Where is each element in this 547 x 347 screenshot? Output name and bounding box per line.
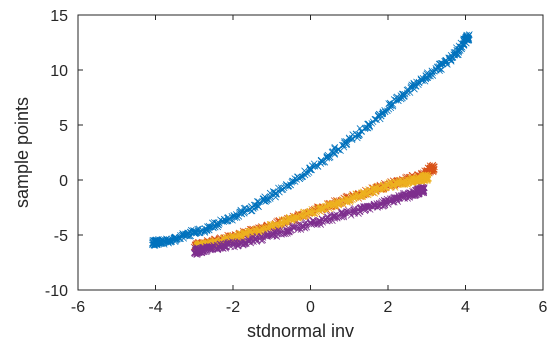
series-3 <box>190 183 428 258</box>
y-axis-label: sample points <box>12 97 32 208</box>
x-tick-label: -2 <box>226 299 240 316</box>
series-layer <box>149 31 473 258</box>
y-tick-label: 10 <box>50 63 68 80</box>
series-2-marker <box>394 181 401 188</box>
series-2-marker <box>234 230 242 238</box>
series-2-marker <box>349 196 356 204</box>
x-tick-label: -6 <box>71 299 85 316</box>
y-tick-label: 15 <box>50 8 68 25</box>
series-2-marker <box>358 189 365 196</box>
x-tick-label: 2 <box>384 299 393 316</box>
series-0-marker <box>174 235 181 243</box>
y-tick-label: -5 <box>54 228 68 245</box>
series-1-marker <box>429 163 436 170</box>
plot-area <box>78 15 543 290</box>
series-0-marker <box>374 111 382 119</box>
ticks-layer: -6 -4 -2 0 2 4 6 -10 -5 0 5 10 15 <box>45 8 547 316</box>
series-0-marker <box>331 151 338 158</box>
series-0-point-28 <box>463 32 472 42</box>
series-0-marker <box>326 153 334 161</box>
series-0-marker <box>381 108 389 116</box>
x-tick-label: 4 <box>461 299 470 316</box>
y-tick-label: 0 <box>59 173 68 190</box>
x-axis-label: stdnormal inv <box>247 321 354 341</box>
series-3-line <box>196 189 424 252</box>
series-1-marker <box>431 163 438 171</box>
y-tick-label: -10 <box>45 283 68 300</box>
x-tick-label: 6 <box>539 299 547 316</box>
series-3-marker <box>294 226 302 233</box>
x-tick-label: -4 <box>148 299 162 316</box>
y-tick-label: 5 <box>59 118 68 135</box>
series-0 <box>149 31 473 249</box>
series-3-marker <box>419 184 426 191</box>
series-3-marker <box>302 218 310 226</box>
x-tick-label: 0 <box>306 299 315 316</box>
series-0-line <box>153 36 468 244</box>
series-2-line <box>198 177 427 248</box>
